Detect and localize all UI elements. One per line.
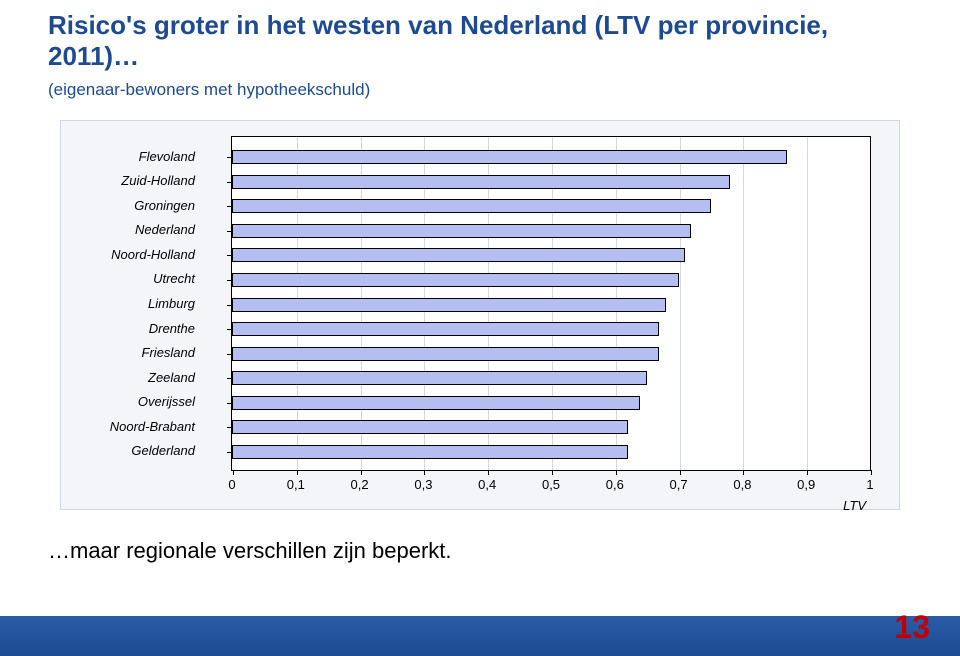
y-tick-mark (227, 354, 232, 355)
bar (232, 371, 647, 385)
y-category-label: Nederland (35, 222, 195, 237)
bar (232, 298, 666, 312)
plot-wrap: LTV 00,10,20,30,40,50,60,70,80,91Flevola… (231, 136, 871, 471)
bar (232, 445, 628, 459)
y-category-label: Zeeland (35, 370, 195, 385)
bar-row (232, 420, 628, 434)
bar-row (232, 445, 628, 459)
x-tick-label: 0,2 (351, 477, 369, 492)
y-category-label: Drenthe (35, 321, 195, 336)
x-tick-mark (488, 470, 489, 475)
x-tick-mark (361, 470, 362, 475)
x-tick-label: 1 (866, 477, 873, 492)
y-category-label: Noord-Holland (35, 247, 195, 262)
bar-row (232, 371, 647, 385)
x-tick-mark (616, 470, 617, 475)
grid-line (807, 137, 808, 470)
x-tick-label: 0,1 (287, 477, 305, 492)
y-category-label: Limburg (35, 296, 195, 311)
x-tick-label: 0,6 (606, 477, 624, 492)
slide-title: Risico's groter in het westen van Nederl… (48, 10, 848, 72)
y-category-label: Groningen (35, 198, 195, 213)
y-tick-mark (227, 452, 232, 453)
bar-row (232, 396, 640, 410)
bar-row (232, 273, 679, 287)
x-tick-mark (743, 470, 744, 475)
y-tick-mark (227, 329, 232, 330)
slide-subtitle: (eigenaar-bewoners met hypotheekschuld) (48, 80, 370, 100)
x-tick-label: 0,5 (542, 477, 560, 492)
bar (232, 224, 691, 238)
y-tick-mark (227, 157, 232, 158)
x-tick-label: 0,7 (670, 477, 688, 492)
bar-row (232, 199, 711, 213)
y-tick-mark (227, 378, 232, 379)
y-tick-mark (227, 403, 232, 404)
bar-row (232, 298, 666, 312)
y-category-label: Friesland (35, 345, 195, 360)
bar-row (232, 322, 659, 336)
y-tick-mark (227, 182, 232, 183)
y-category-label: Flevoland (35, 149, 195, 164)
bar (232, 347, 659, 361)
footer-bar (0, 616, 960, 656)
x-tick-mark (680, 470, 681, 475)
y-tick-mark (227, 305, 232, 306)
bar-row (232, 248, 685, 262)
bar (232, 175, 730, 189)
y-category-label: Utrecht (35, 271, 195, 286)
x-tick-label: 0,4 (478, 477, 496, 492)
bar (232, 273, 679, 287)
bar-row (232, 175, 730, 189)
y-tick-mark (227, 280, 232, 281)
x-tick-mark (552, 470, 553, 475)
x-tick-mark (233, 470, 234, 475)
x-tick-mark (297, 470, 298, 475)
y-category-label: Zuid-Holland (35, 173, 195, 188)
y-category-label: Noord-Brabant (35, 419, 195, 434)
bar-row (232, 224, 691, 238)
y-tick-mark (227, 231, 232, 232)
x-tick-label: 0 (228, 477, 235, 492)
x-tick-label: 0,9 (797, 477, 815, 492)
ltv-chart: LTV 00,10,20,30,40,50,60,70,80,91Flevola… (60, 120, 900, 510)
bar (232, 396, 640, 410)
y-tick-mark (227, 206, 232, 207)
x-tick-label: 0,3 (414, 477, 432, 492)
bar (232, 150, 787, 164)
bar-row (232, 150, 787, 164)
footer-text: …maar regionale verschillen zijn beperkt… (48, 538, 452, 564)
bar (232, 248, 685, 262)
bar-row (232, 347, 659, 361)
page-number: 13 (894, 609, 930, 646)
x-tick-mark (807, 470, 808, 475)
grid-line (743, 137, 744, 470)
y-tick-mark (227, 255, 232, 256)
x-tick-mark (871, 470, 872, 475)
bar (232, 199, 711, 213)
x-tick-label: 0,8 (733, 477, 751, 492)
y-category-label: Overijssel (35, 394, 195, 409)
x-tick-mark (424, 470, 425, 475)
y-category-label: Gelderland (35, 443, 195, 458)
y-tick-mark (227, 427, 232, 428)
bar (232, 322, 659, 336)
bar (232, 420, 628, 434)
x-axis-label: LTV (843, 498, 866, 513)
plot-area (231, 136, 871, 471)
